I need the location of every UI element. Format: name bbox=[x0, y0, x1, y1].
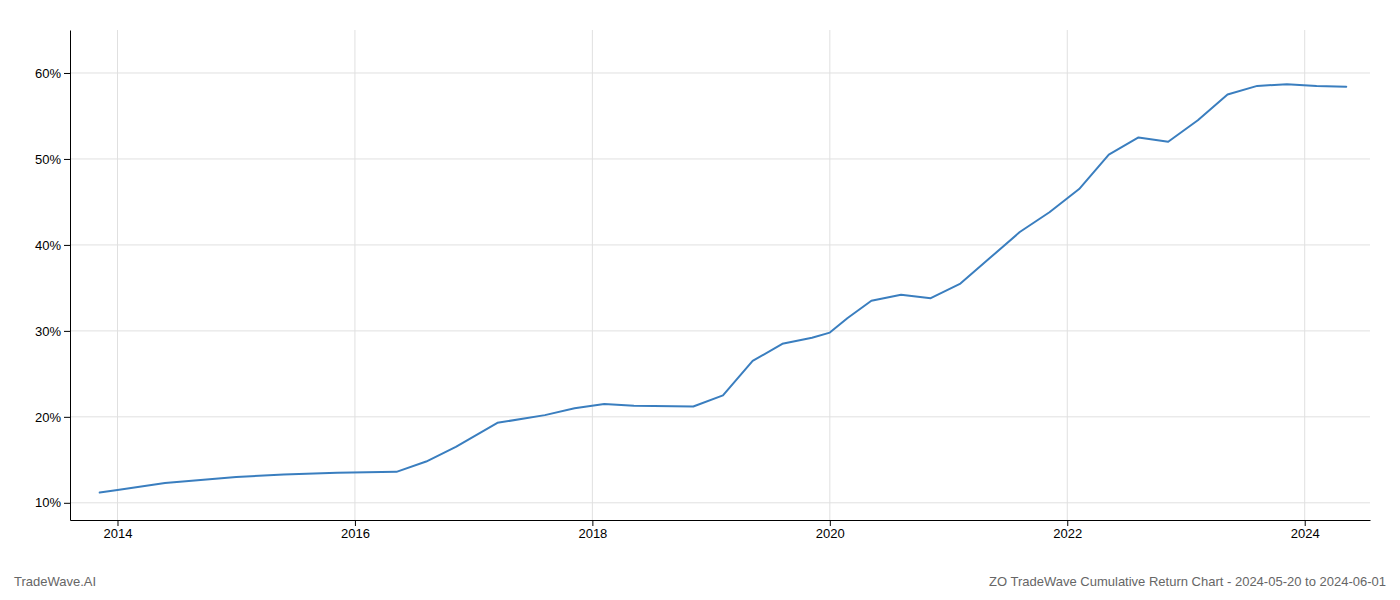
tick-label: 2020 bbox=[816, 526, 845, 541]
tick-mark bbox=[1067, 520, 1068, 526]
tick-label: 30% bbox=[35, 324, 61, 339]
tick-label: 10% bbox=[35, 495, 61, 510]
tick-label: 40% bbox=[35, 238, 61, 253]
tick: 30% bbox=[35, 324, 70, 339]
x-axis: 2014 2016 2018 2020 2022 2024 bbox=[71, 520, 1371, 541]
tick: 10% bbox=[35, 495, 70, 510]
tick-mark bbox=[117, 520, 118, 526]
grid-line bbox=[592, 30, 593, 520]
tick-label: 2016 bbox=[341, 526, 370, 541]
tick: 50% bbox=[35, 152, 70, 167]
tick-label: 50% bbox=[35, 152, 61, 167]
grid-line bbox=[70, 502, 1370, 503]
tick: 20% bbox=[35, 410, 70, 425]
grid-line bbox=[1067, 30, 1068, 520]
marks bbox=[100, 84, 1347, 492]
title: ZO TradeWave Cumulative Return Chart - 2… bbox=[989, 574, 1386, 589]
tick: 2022 bbox=[1053, 520, 1082, 541]
axis-line bbox=[70, 31, 71, 521]
chart: 2014 2016 2018 2020 2022 2024 10% 20% 30% 40% 50% 6… bbox=[0, 0, 1400, 600]
tick-mark bbox=[830, 520, 831, 526]
tick-label: 20% bbox=[35, 410, 61, 425]
grid-line bbox=[354, 30, 355, 520]
grid bbox=[70, 30, 1370, 520]
tick-mark bbox=[1305, 520, 1306, 526]
tick: 2020 bbox=[816, 520, 845, 541]
tick: 2024 bbox=[1291, 520, 1320, 541]
tick: 2014 bbox=[104, 520, 133, 541]
tick-mark bbox=[64, 73, 70, 74]
tick-mark bbox=[64, 159, 70, 160]
tick-mark bbox=[64, 503, 70, 504]
plot: 2014 2016 2018 2020 2022 2024 10% 20% 30% 40% 50% 6… bbox=[35, 30, 1371, 541]
tick: 60% bbox=[35, 66, 70, 81]
grid-line bbox=[70, 72, 1370, 73]
grid-line bbox=[70, 244, 1370, 245]
grid-line bbox=[829, 30, 830, 520]
line bbox=[100, 84, 1347, 492]
grid-line bbox=[70, 158, 1370, 159]
grid-line bbox=[70, 330, 1370, 331]
tick-mark bbox=[64, 245, 70, 246]
y-axis: 10% 20% 30% 40% 50% 60% bbox=[35, 31, 71, 521]
tick-label: 2018 bbox=[578, 526, 607, 541]
tick-mark bbox=[355, 520, 356, 526]
tick: 40% bbox=[35, 238, 70, 253]
tick: 2018 bbox=[578, 520, 607, 541]
tick-label: 60% bbox=[35, 66, 61, 81]
tick-mark bbox=[592, 520, 593, 526]
tick-label: 2014 bbox=[104, 526, 133, 541]
axis-line bbox=[71, 520, 1371, 521]
tick-label: 2022 bbox=[1053, 526, 1082, 541]
tick-mark bbox=[64, 417, 70, 418]
grid-line bbox=[70, 416, 1370, 417]
grid-line bbox=[1304, 30, 1305, 520]
tick: 2016 bbox=[341, 520, 370, 541]
tick-mark bbox=[64, 331, 70, 332]
watermark: TradeWave.AI bbox=[14, 574, 96, 589]
grid-line bbox=[117, 30, 118, 520]
tick-label: 2024 bbox=[1291, 526, 1320, 541]
